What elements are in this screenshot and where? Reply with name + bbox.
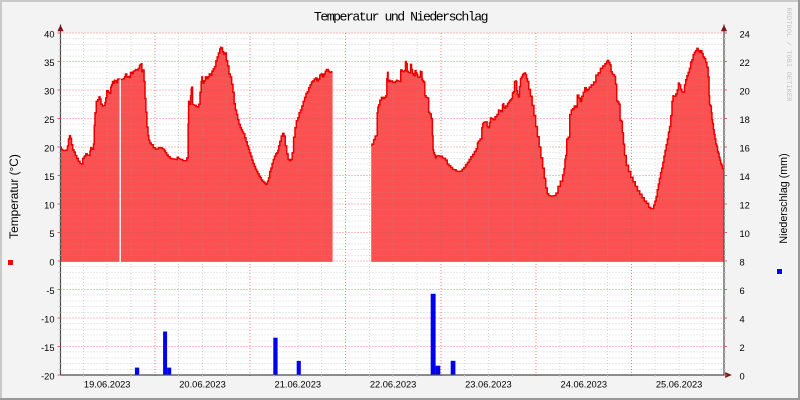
svg-text:10: 10 xyxy=(740,229,750,239)
svg-text:15: 15 xyxy=(44,172,54,182)
svg-text:20.06.2023: 20.06.2023 xyxy=(179,380,226,390)
svg-text:40: 40 xyxy=(44,30,54,40)
svg-text:5: 5 xyxy=(49,229,54,239)
svg-text:Temperatur und Niederschlag: Temperatur und Niederschlag xyxy=(314,9,488,24)
svg-text:6: 6 xyxy=(740,286,745,296)
svg-text:22.06.2023: 22.06.2023 xyxy=(370,380,417,390)
svg-text:10: 10 xyxy=(44,201,54,211)
svg-text:Temperatur (°C): Temperatur (°C) xyxy=(7,154,21,239)
svg-text:2: 2 xyxy=(740,343,745,353)
svg-text:20: 20 xyxy=(740,87,750,97)
svg-text:30: 30 xyxy=(44,87,54,97)
svg-text:16: 16 xyxy=(740,144,750,154)
svg-text:-15: -15 xyxy=(41,343,54,353)
svg-text:25: 25 xyxy=(44,115,54,125)
svg-text:-20: -20 xyxy=(41,372,54,382)
svg-text:14: 14 xyxy=(740,172,750,182)
svg-text:-10: -10 xyxy=(41,315,54,325)
svg-text:0: 0 xyxy=(740,372,745,382)
svg-text:22: 22 xyxy=(740,58,750,68)
svg-text:24.06.2023: 24.06.2023 xyxy=(561,380,608,390)
svg-text:24: 24 xyxy=(740,30,750,40)
svg-text:12: 12 xyxy=(740,201,750,211)
svg-text:21.06.2023: 21.06.2023 xyxy=(275,380,322,390)
svg-text:-5: -5 xyxy=(46,286,54,296)
svg-text:RRDTOOL / TOBI OETIKER: RRDTOOL / TOBI OETIKER xyxy=(784,7,792,101)
svg-text:Niederschlag (mm): Niederschlag (mm) xyxy=(778,153,790,243)
svg-text:25.06.2023: 25.06.2023 xyxy=(656,380,703,390)
svg-text:23.06.2023: 23.06.2023 xyxy=(465,380,512,390)
svg-text:35: 35 xyxy=(44,58,54,68)
svg-text:0: 0 xyxy=(49,258,54,268)
svg-text:20: 20 xyxy=(44,144,54,154)
svg-text:8: 8 xyxy=(740,258,745,268)
svg-text:18: 18 xyxy=(740,115,750,125)
svg-text:19.06.2023: 19.06.2023 xyxy=(84,380,131,390)
svg-text:4: 4 xyxy=(740,315,745,325)
